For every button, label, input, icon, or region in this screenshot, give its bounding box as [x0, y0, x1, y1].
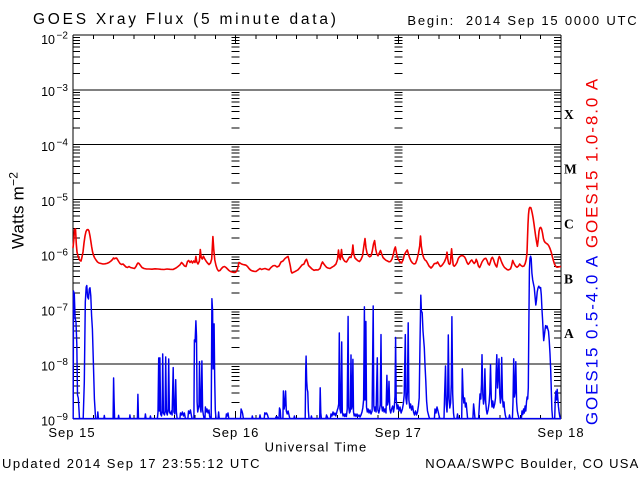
- svg-text:Updated 2014 Sep 17 23:55:12 U: Updated 2014 Sep 17 23:55:12 UTC: [2, 456, 261, 471]
- svg-text:−3: −3: [57, 83, 69, 94]
- svg-text:Universal Time: Universal Time: [265, 440, 368, 455]
- svg-text:X: X: [564, 107, 574, 122]
- svg-text:M: M: [564, 162, 577, 177]
- svg-text:−8: −8: [57, 357, 69, 368]
- svg-text:NOAA/SWPC Boulder, CO USA: NOAA/SWPC Boulder, CO USA: [425, 456, 639, 471]
- svg-text:10: 10: [41, 414, 55, 428]
- svg-text:Sep 17: Sep 17: [375, 425, 422, 440]
- svg-text:GOES15 0.5-4.0 A: GOES15 0.5-4.0 A: [583, 254, 602, 425]
- svg-text:−7: −7: [57, 302, 69, 313]
- svg-text:GOES15 1.0-8.0 A: GOES15 1.0-8.0 A: [583, 77, 602, 248]
- svg-text:10: 10: [41, 140, 55, 154]
- svg-text:10: 10: [41, 359, 55, 373]
- svg-text:10: 10: [41, 305, 55, 319]
- svg-text:Sep 18: Sep 18: [537, 425, 584, 440]
- svg-text:A: A: [564, 326, 574, 341]
- svg-text:Begin: 2014 Sep 15 0000 UTC: Begin: 2014 Sep 15 0000 UTC: [407, 13, 638, 28]
- svg-text:Sep 15: Sep 15: [48, 425, 95, 440]
- svg-text:GOES Xray Flux (5 minute data): GOES Xray Flux (5 minute data): [33, 11, 339, 28]
- svg-text:10: 10: [41, 195, 55, 209]
- svg-text:−6: −6: [57, 247, 69, 258]
- svg-text:Watts m−2: Watts m−2: [7, 172, 28, 249]
- svg-text:10: 10: [41, 33, 55, 47]
- svg-text:B: B: [564, 271, 573, 286]
- svg-text:C: C: [564, 217, 574, 232]
- svg-text:−5: −5: [57, 193, 69, 204]
- svg-text:10: 10: [41, 250, 55, 264]
- svg-text:−9: −9: [57, 412, 69, 423]
- svg-text:10: 10: [41, 85, 55, 99]
- svg-text:−2: −2: [57, 31, 69, 42]
- svg-text:Sep 16: Sep 16: [212, 425, 259, 440]
- svg-text:−4: −4: [57, 138, 69, 149]
